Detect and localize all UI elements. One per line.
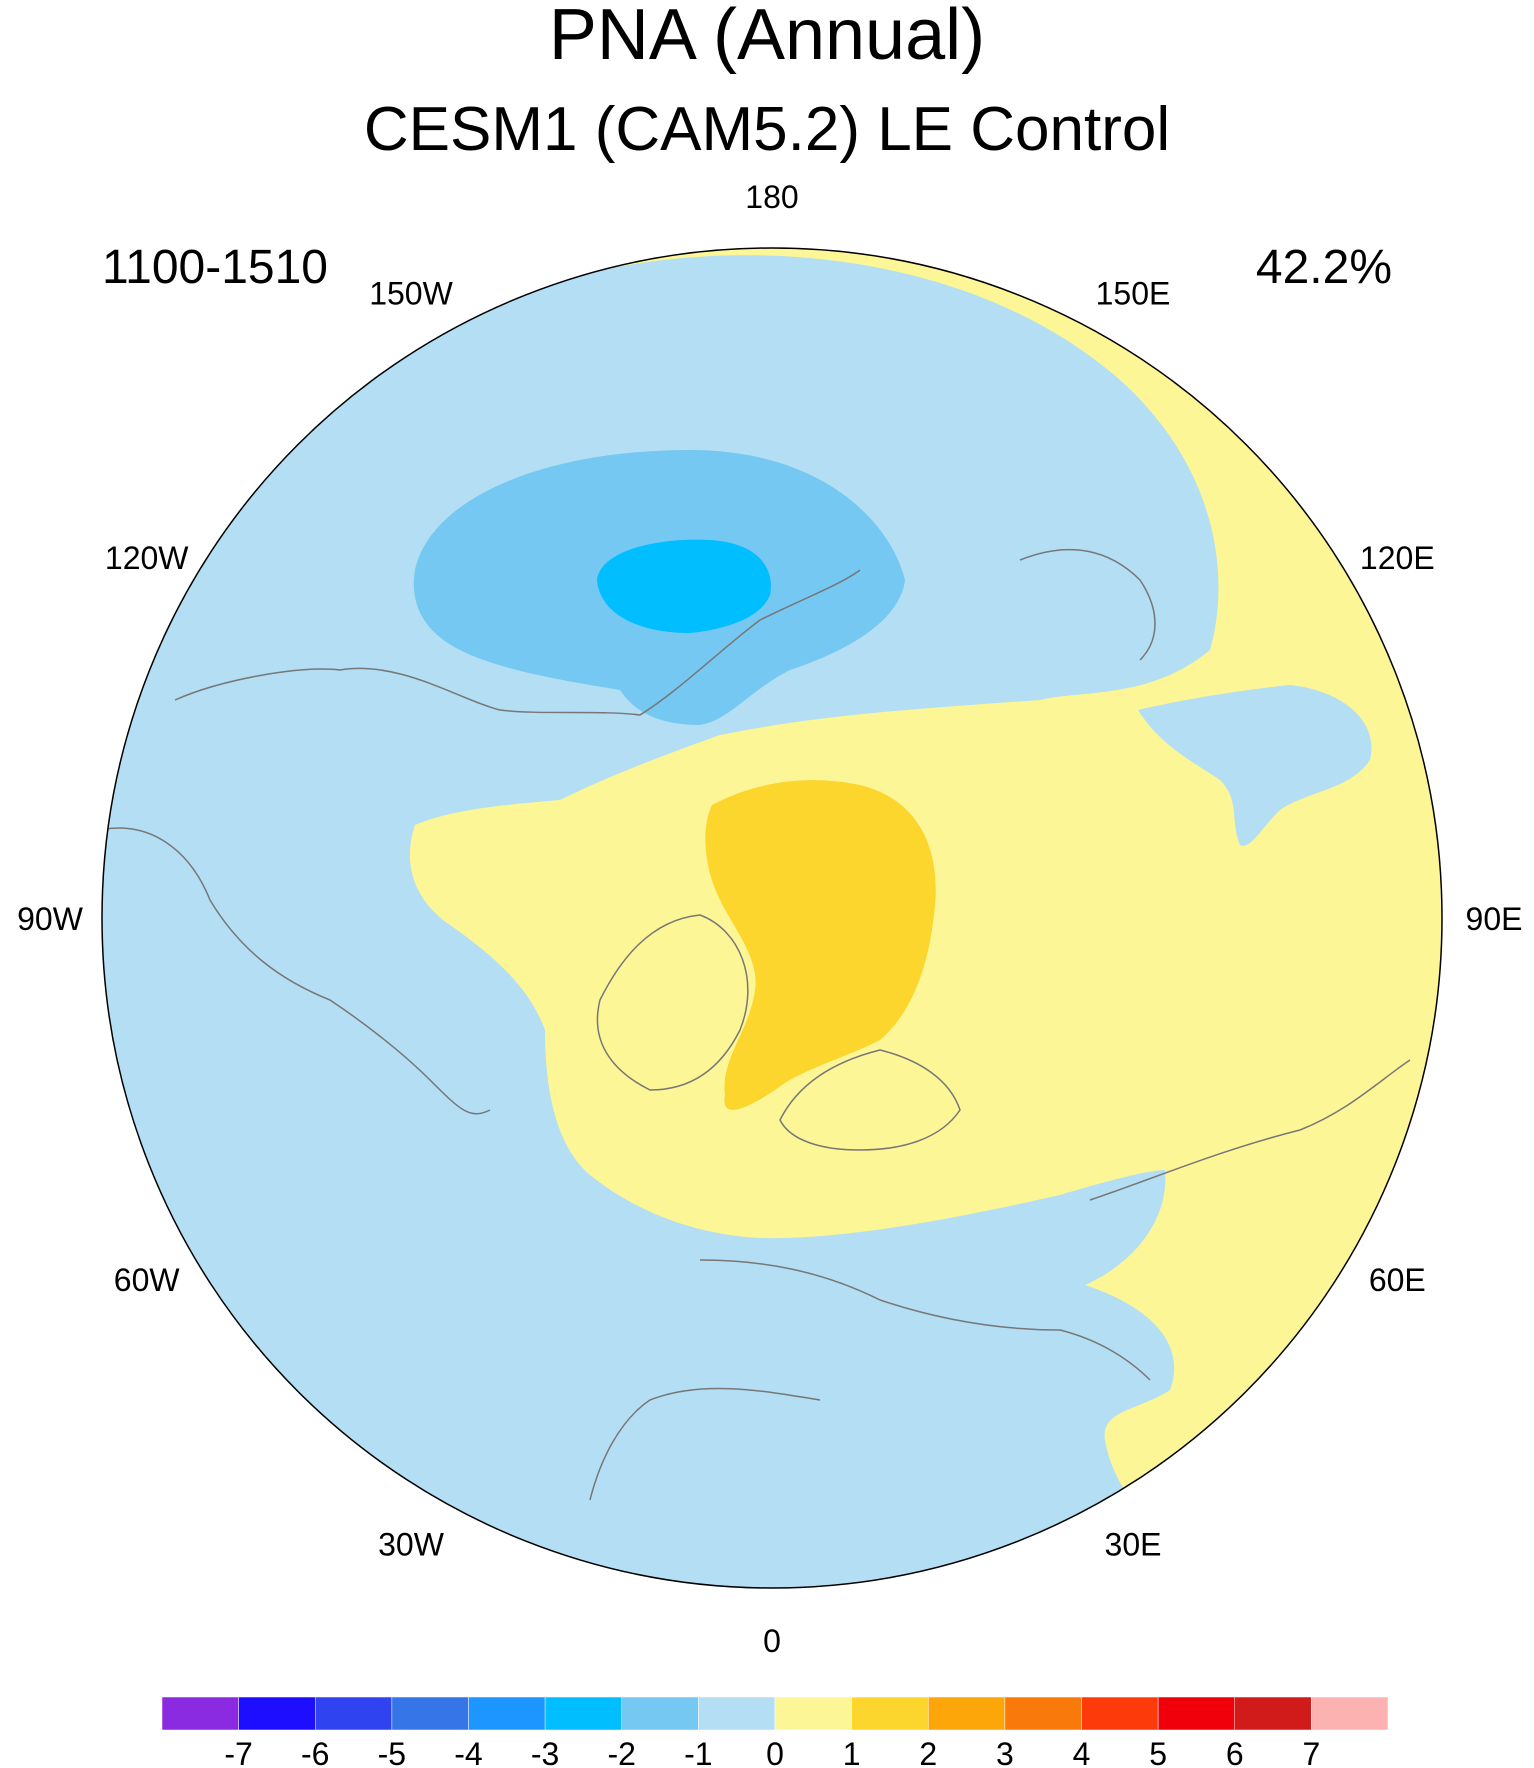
lon-label: 120W (105, 540, 189, 576)
map-subtitle: CESM1 (CAM5.2) LE Control (363, 95, 1171, 164)
colorbar-tick-label: 1 (843, 1736, 861, 1768)
period-label: 1100-1510 (102, 241, 328, 294)
lon-label: 180 (745, 179, 798, 215)
lon-label: 120E (1360, 540, 1435, 576)
lon-label: 90W (17, 901, 84, 937)
colorbar-box (468, 1696, 546, 1731)
colorbar-box (391, 1696, 469, 1731)
variance-label: 42.2% (1255, 241, 1392, 294)
colorbar-box (1234, 1696, 1312, 1731)
colorbar-box (1081, 1696, 1159, 1731)
colorbar-tick-label: 0 (766, 1736, 784, 1768)
colorbar-box (161, 1696, 239, 1731)
polar-map: 180 150E 120E 90E 60E 30E 0 30W 60W 90W 120W 150W (17, 179, 1522, 1659)
field-positive-0-1 (409, 248, 1442, 1500)
lon-label: 0 (763, 1623, 781, 1659)
colorbar-tick-label: 5 (1149, 1736, 1167, 1768)
colorbar-tick-label: -2 (608, 1736, 636, 1768)
colorbar-tick-label: -6 (301, 1736, 329, 1768)
colorbar-box (698, 1696, 776, 1731)
colorbar-tick-label: 2 (919, 1736, 937, 1768)
colorbar: -7 -6 -5 -4 -3 -2 -1 0 1 2 3 4 5 6 7 (161, 1696, 1389, 1768)
colorbar-tick-label: 4 (1073, 1736, 1091, 1768)
colorbar-tick-label: -1 (684, 1736, 712, 1768)
anomaly-field (102, 248, 1442, 1588)
colorbar-box (544, 1696, 623, 1731)
field-negative-0-1-inner (1138, 685, 1372, 846)
colorbar-tick-label: 3 (996, 1736, 1014, 1768)
lon-label: 150E (1096, 276, 1171, 312)
colorbar-boxes (161, 1696, 1389, 1731)
colorbar-box (1157, 1696, 1236, 1731)
colorbar-box (928, 1696, 1006, 1731)
colorbar-tick-label: -5 (378, 1736, 406, 1768)
lon-label: 30E (1105, 1526, 1162, 1562)
colorbar-labels: -7 -6 -5 -4 -3 -2 -1 0 1 2 3 4 5 6 7 (224, 1736, 1320, 1768)
lon-label: 60W (114, 1262, 181, 1298)
lon-label: 150W (369, 276, 453, 312)
colorbar-tick-label: -3 (531, 1736, 559, 1768)
colorbar-box (238, 1696, 316, 1731)
colorbar-box (315, 1696, 393, 1731)
field-positive-1-2 (705, 780, 936, 1110)
colorbar-box (774, 1696, 852, 1731)
lon-label: 90E (1466, 901, 1523, 937)
colorbar-tick-label: -7 (224, 1736, 252, 1768)
map-title: PNA (Annual) (548, 0, 986, 75)
coastlines (102, 548, 1411, 1501)
colorbar-tick-label: -4 (454, 1736, 482, 1768)
colorbar-tick-label: 6 (1226, 1736, 1244, 1768)
colorbar-box (851, 1696, 929, 1731)
lon-label: 60E (1369, 1262, 1426, 1298)
colorbar-box (1004, 1696, 1082, 1731)
colorbar-box (621, 1696, 699, 1731)
field-negative-2-3 (597, 539, 771, 633)
lon-label: 30W (378, 1526, 445, 1562)
map-boundary (101, 247, 1443, 1589)
colorbar-tick-label: 7 (1302, 1736, 1320, 1768)
colorbar-box (1311, 1696, 1389, 1731)
longitude-labels: 180 150E 120E 90E 60E 30E 0 30W 60W 90W 120W 150W (17, 179, 1522, 1659)
